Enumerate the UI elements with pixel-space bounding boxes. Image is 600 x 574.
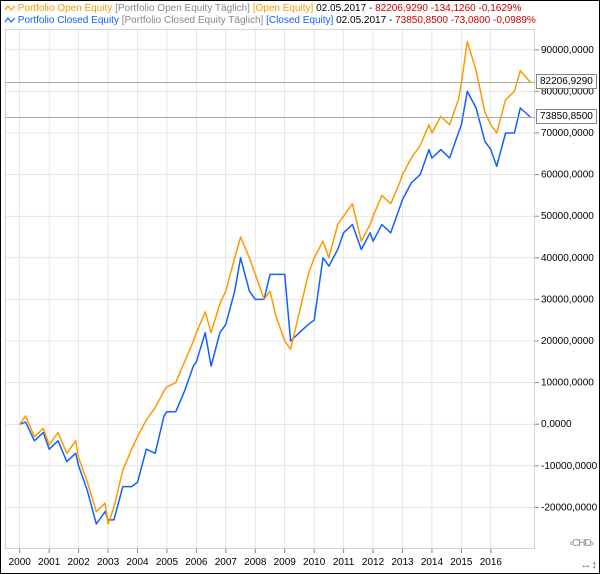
legend-closed-value: 73850,8500 bbox=[395, 15, 448, 26]
svg-text:2011: 2011 bbox=[333, 557, 355, 568]
legend-line-closed: Portfolio Closed Equity [Portfolio Close… bbox=[5, 15, 595, 27]
legend-sep: - bbox=[389, 15, 392, 26]
svg-text:2014: 2014 bbox=[421, 557, 444, 568]
legend-open-bracket2: [Open Equity] bbox=[253, 3, 314, 14]
svg-text:-10000,0000: -10000,0000 bbox=[541, 461, 598, 472]
plot-svg bbox=[5, 29, 535, 549]
svg-text:2004: 2004 bbox=[126, 557, 149, 568]
legend-open-change: -134,1260 bbox=[431, 3, 476, 14]
legend-closed-name: Portfolio Closed Equity bbox=[18, 15, 119, 26]
svg-text:60000,0000: 60000,0000 bbox=[541, 170, 594, 181]
svg-text:40000,0000: 40000,0000 bbox=[541, 253, 594, 264]
legend-open-bracket: [Portfolio Open Equity Täglich] bbox=[115, 3, 250, 14]
svg-text:30000,0000: 30000,0000 bbox=[541, 294, 594, 305]
svg-text:70000,0000: 70000,0000 bbox=[541, 128, 594, 139]
x-axis-svg: 2000 2001 2002 2003 2004 2005 2006 2007 2008 2009… bbox=[5, 549, 535, 573]
svg-text:90000,0000: 90000,0000 bbox=[541, 45, 594, 56]
svg-text:2012: 2012 bbox=[362, 557, 385, 568]
y-axis: -20000,0000 -10000,0000 0,0000 10000,0000 20… bbox=[535, 29, 600, 549]
svg-text:50000,0000: 50000,0000 bbox=[541, 211, 594, 222]
svg-text:10000,0000: 10000,0000 bbox=[541, 378, 594, 389]
marker-closed-line bbox=[5, 117, 535, 118]
svg-text:2016: 2016 bbox=[480, 557, 503, 568]
svg-text:2015: 2015 bbox=[450, 557, 473, 568]
svg-text:2009: 2009 bbox=[274, 557, 297, 568]
x-axis: 2000 2001 2002 2003 2004 2005 2006 2007 2008 2009… bbox=[5, 549, 535, 573]
open-equity-glyph bbox=[5, 4, 15, 12]
svg-text:2005: 2005 bbox=[156, 557, 179, 568]
equity-chart: Portfolio Open Equity [Portfolio Open Eq… bbox=[0, 0, 600, 574]
svg-text:2013: 2013 bbox=[391, 557, 414, 568]
svg-text:2010: 2010 bbox=[303, 557, 326, 568]
marker-open-label: 82206,9290 bbox=[540, 76, 593, 87]
svg-text:2002: 2002 bbox=[67, 557, 90, 568]
y-axis-svg: -20000,0000 -10000,0000 0,0000 10000,0000 20… bbox=[535, 29, 600, 549]
svg-text:2003: 2003 bbox=[97, 557, 120, 568]
legend-open-date: 02.05.2017 bbox=[316, 3, 366, 14]
svg-text:2001: 2001 bbox=[38, 557, 61, 568]
svg-text:2006: 2006 bbox=[185, 557, 208, 568]
resize-handle-icon[interactable]: ↔↕ bbox=[581, 559, 598, 571]
closed-equity-glyph bbox=[5, 16, 15, 24]
legend-open-pct: -0,1629% bbox=[479, 3, 522, 14]
svg-text:2000: 2000 bbox=[9, 557, 32, 568]
series-lines bbox=[20, 42, 531, 525]
marker-closed-label: 73850,8500 bbox=[540, 111, 593, 122]
marker-closed-equity: 73850,8500 bbox=[536, 109, 597, 124]
legend-line-open: Portfolio Open Equity [Portfolio Open Eq… bbox=[5, 3, 595, 15]
legend-closed-change: -73,0800 bbox=[451, 15, 490, 26]
plot-area[interactable] bbox=[5, 29, 535, 549]
svg-text:-20000,0000: -20000,0000 bbox=[541, 502, 598, 513]
legend-closed-date: 02.05.2017 bbox=[336, 15, 386, 26]
legend-open-name: Portfolio Open Equity bbox=[18, 3, 113, 14]
svg-text:0,0000: 0,0000 bbox=[541, 419, 572, 430]
legend-closed-pct: -0,0989% bbox=[493, 15, 536, 26]
legend-sep: - bbox=[369, 3, 372, 14]
svg-text:2008: 2008 bbox=[244, 557, 267, 568]
legend-open-value: 82206,9290 bbox=[375, 3, 428, 14]
legend-header: Portfolio Open Equity [Portfolio Open Eq… bbox=[5, 3, 595, 27]
legend-closed-bracket2: [Closed Equity] bbox=[266, 15, 333, 26]
svg-text:20000,0000: 20000,0000 bbox=[541, 336, 594, 347]
ohlc-indicator-icon: ‹CHD› bbox=[570, 538, 593, 549]
marker-open-equity: 82206,9290 bbox=[536, 74, 597, 89]
svg-text:2007: 2007 bbox=[215, 557, 238, 568]
marker-open-line bbox=[5, 82, 535, 83]
legend-closed-bracket: [Portfolio Closed Equity Täglich] bbox=[122, 15, 264, 26]
